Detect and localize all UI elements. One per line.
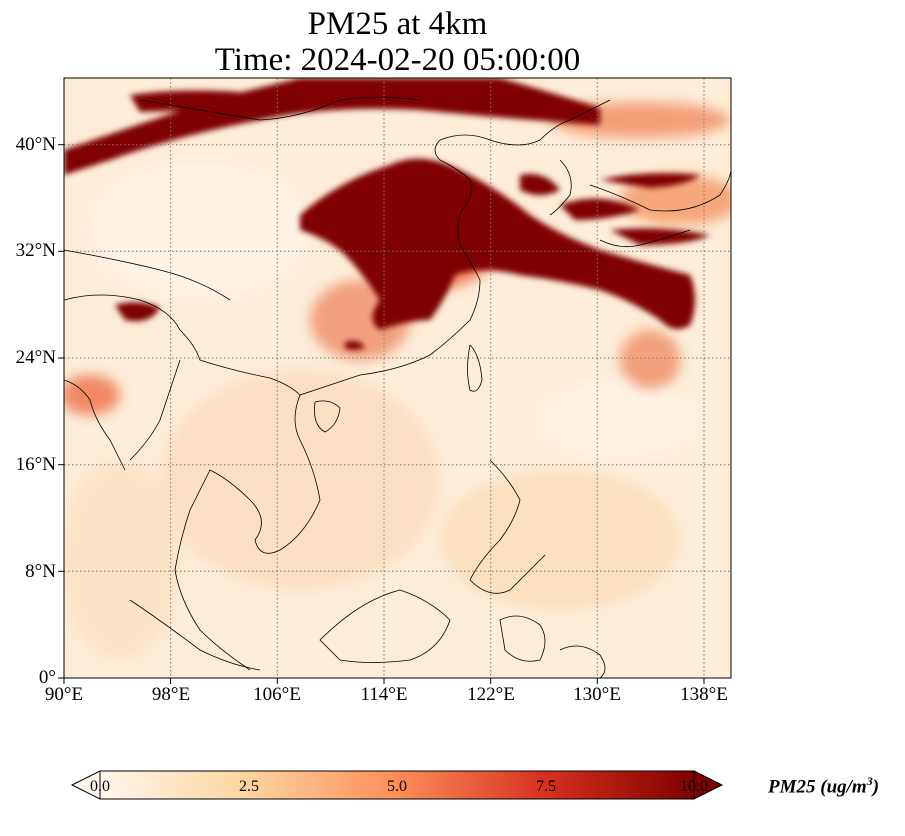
colorbar-label: PM25 (ug/m3): [768, 774, 880, 798]
lat-label: 0°: [38, 667, 56, 688]
colorbar-tick-label: 7.5: [536, 778, 556, 795]
map-title: PM25 at 4km: [307, 6, 488, 42]
colorbar-tick-label: 0.0: [90, 778, 110, 795]
lon-label: 130°E: [573, 684, 621, 705]
colorbar: [70, 770, 724, 800]
lat-label: 24°N: [15, 347, 56, 368]
colorbar-tick-label: 5.0: [387, 778, 407, 795]
lon-label: 114°E: [360, 684, 408, 705]
coastlines: [64, 97, 731, 678]
colorbar-tick-label: 10.0: [680, 778, 708, 795]
pm25-field: [64, 78, 731, 678]
map-frame: [63, 77, 732, 679]
lon-label: 90°E: [44, 684, 84, 705]
lon-label: 122°E: [467, 684, 515, 705]
lat-label: 8°N: [25, 561, 56, 582]
map-subtitle-time: Time: 2024-02-20 05:00:00: [214, 42, 581, 78]
lon-label: 98°E: [151, 684, 191, 705]
lat-label: 40°N: [15, 134, 56, 155]
gridlines: [64, 78, 731, 678]
lon-label: 138°E: [680, 684, 728, 705]
lon-label: 106°E: [253, 684, 301, 705]
colorbar-tick-label: 2.5: [239, 778, 259, 795]
axis-ticks: [58, 144, 705, 684]
lat-label: 16°N: [15, 454, 56, 475]
lat-label: 32°N: [15, 240, 56, 261]
colorbar-extend-high: [693, 770, 724, 800]
colorbar-gradient: [99, 770, 695, 800]
